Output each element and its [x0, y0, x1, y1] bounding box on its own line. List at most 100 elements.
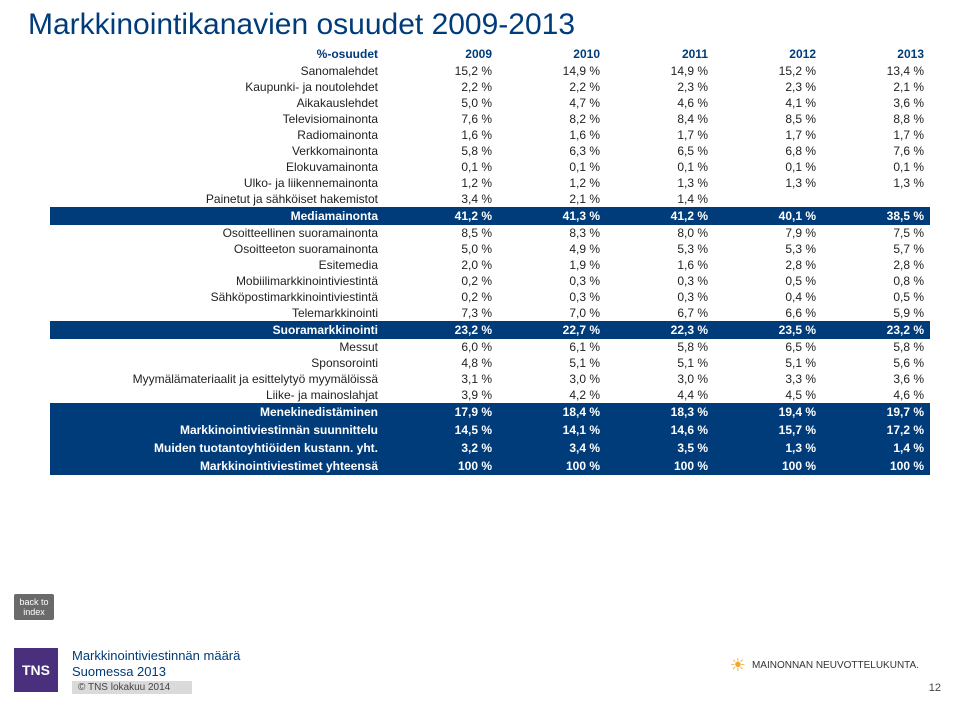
section-total-cell: 100 % — [390, 457, 498, 475]
cell: 8,3 % — [498, 225, 606, 241]
cell: 5,1 % — [714, 355, 822, 371]
section-total-cell: 41,2 % — [390, 207, 498, 225]
cell: 8,5 % — [714, 111, 822, 127]
section-total-cell: 23,2 % — [390, 321, 498, 339]
section-total-label: Muiden tuotantoyhtiöiden kustann. yht. — [50, 439, 390, 457]
tns-logo: TNS — [14, 648, 58, 692]
cell: 2,2 % — [498, 79, 606, 95]
cell: 5,9 % — [822, 305, 930, 321]
section-total-label: Suoramarkkinointi — [50, 321, 390, 339]
header-metric: %-osuudet — [50, 46, 390, 63]
back-label-2: index — [23, 607, 45, 617]
cell: 5,8 % — [606, 339, 714, 355]
cell: 15,2 % — [714, 63, 822, 79]
section-total-cell: 17,9 % — [390, 403, 498, 421]
footer-line2: Suomessa 2013 — [72, 664, 240, 680]
data-table: %-osuudet 2009 2010 2011 2012 2013 Sanom… — [50, 46, 930, 475]
cell: 6,8 % — [714, 143, 822, 159]
cell: 1,9 % — [498, 257, 606, 273]
cell: 5,0 % — [390, 95, 498, 111]
cell: 4,8 % — [390, 355, 498, 371]
cell: 5,1 % — [498, 355, 606, 371]
table-row: Kaupunki- ja noutolehdet2,2 %2,2 %2,3 %2… — [50, 79, 930, 95]
footer-line1: Markkinointiviestinnän määrä — [72, 648, 240, 664]
cell: 8,2 % — [498, 111, 606, 127]
sun-icon: ☀ — [730, 655, 746, 676]
cell: 5,7 % — [822, 241, 930, 257]
cell: 0,2 % — [390, 273, 498, 289]
cell: 1,2 % — [390, 175, 498, 191]
cell — [714, 191, 822, 207]
section-total-row: Markkinointiviestinnän suunnittelu14,5 %… — [50, 421, 930, 439]
cell: 1,3 % — [822, 175, 930, 191]
row-label: Liike- ja mainoslahjat — [50, 387, 390, 403]
cell: 0,3 % — [606, 273, 714, 289]
cell: 8,4 % — [606, 111, 714, 127]
cell: 3,0 % — [606, 371, 714, 387]
copyright: © TNS lokakuu 2014 — [72, 681, 192, 694]
cell: 7,0 % — [498, 305, 606, 321]
cell — [822, 191, 930, 207]
cell: 2,3 % — [606, 79, 714, 95]
cell: 2,1 % — [498, 191, 606, 207]
section-total-cell: 18,3 % — [606, 403, 714, 421]
cell: 3,3 % — [714, 371, 822, 387]
cell: 1,6 % — [390, 127, 498, 143]
cell: 5,0 % — [390, 241, 498, 257]
cell: 0,1 % — [822, 159, 930, 175]
table-row: Mobiilimarkkinointiviestintä0,2 %0,3 %0,… — [50, 273, 930, 289]
cell: 2,1 % — [822, 79, 930, 95]
row-label: Verkkomainonta — [50, 143, 390, 159]
cell: 1,3 % — [606, 175, 714, 191]
row-label: Televisiomainonta — [50, 111, 390, 127]
cell: 2,2 % — [390, 79, 498, 95]
cell: 14,9 % — [498, 63, 606, 79]
cell: 0,5 % — [714, 273, 822, 289]
section-total-cell: 19,4 % — [714, 403, 822, 421]
section-total-cell: 15,7 % — [714, 421, 822, 439]
cell: 5,8 % — [390, 143, 498, 159]
cell: 4,5 % — [714, 387, 822, 403]
section-total-cell: 1,4 % — [822, 439, 930, 457]
cell: 0,5 % — [822, 289, 930, 305]
table-row: Elokuvamainonta0,1 %0,1 %0,1 %0,1 %0,1 % — [50, 159, 930, 175]
row-label: Osoitteellinen suoramainonta — [50, 225, 390, 241]
table-row: Verkkomainonta5,8 %6,3 %6,5 %6,8 %7,6 % — [50, 143, 930, 159]
section-total-label: Markkinointiviestinnän suunnittelu — [50, 421, 390, 439]
cell: 5,8 % — [822, 339, 930, 355]
table-row: Esitemedia2,0 %1,9 %1,6 %2,8 %2,8 % — [50, 257, 930, 273]
section-total-cell: 23,5 % — [714, 321, 822, 339]
cell: 3,1 % — [390, 371, 498, 387]
header-year-1: 2010 — [498, 46, 606, 63]
table-row: Painetut ja sähköiset hakemistot3,4 %2,1… — [50, 191, 930, 207]
section-total-cell: 17,2 % — [822, 421, 930, 439]
back-to-index-button[interactable]: back to index — [14, 594, 54, 620]
row-label: Sähköpostimarkkinointiviestintä — [50, 289, 390, 305]
section-total-row: Suoramarkkinointi23,2 %22,7 %22,3 %23,5 … — [50, 321, 930, 339]
cell: 1,7 % — [822, 127, 930, 143]
section-total-cell: 3,2 % — [390, 439, 498, 457]
cell: 0,2 % — [390, 289, 498, 305]
row-label: Mobiilimarkkinointiviestintä — [50, 273, 390, 289]
section-total-cell: 14,1 % — [498, 421, 606, 439]
section-total-label: Markkinointiviestimet yhteensä — [50, 457, 390, 475]
row-label: Kaupunki- ja noutolehdet — [50, 79, 390, 95]
cell: 1,7 % — [606, 127, 714, 143]
section-total-cell: 3,5 % — [606, 439, 714, 457]
section-total-cell: 100 % — [498, 457, 606, 475]
cell: 3,6 % — [822, 371, 930, 387]
footer-text: Markkinointiviestinnän määrä Suomessa 20… — [72, 648, 240, 680]
row-label: Telemarkkinointi — [50, 305, 390, 321]
cell: 3,0 % — [498, 371, 606, 387]
section-total-label: Mediamainonta — [50, 207, 390, 225]
row-label: Aikakauslehdet — [50, 95, 390, 111]
row-label: Radiomainonta — [50, 127, 390, 143]
cell: 1,6 % — [606, 257, 714, 273]
cell: 6,3 % — [498, 143, 606, 159]
data-table-wrap: %-osuudet 2009 2010 2011 2012 2013 Sanom… — [50, 46, 930, 475]
cell: 8,0 % — [606, 225, 714, 241]
mnk-logo: ☀ MAINONNAN NEUVOTTELUKUNTA. — [730, 655, 919, 676]
section-total-row: Muiden tuotantoyhtiöiden kustann. yht.3,… — [50, 439, 930, 457]
cell: 5,3 % — [714, 241, 822, 257]
cell: 0,8 % — [822, 273, 930, 289]
